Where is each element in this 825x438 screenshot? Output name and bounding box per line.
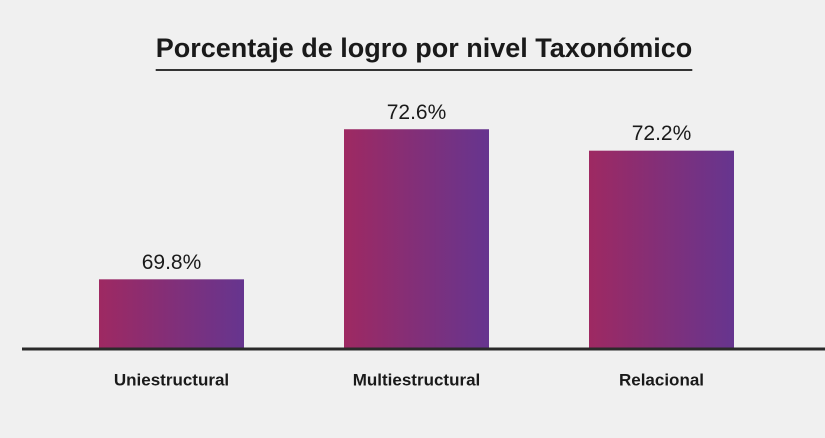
chart-title: Porcentaje de logro por nivel Taxonómico bbox=[156, 33, 693, 63]
data-label: 72.2% bbox=[632, 122, 692, 145]
x-tick-label: Uniestructural bbox=[114, 370, 229, 389]
data-label: 72.6% bbox=[387, 101, 447, 124]
x-tick-label: Relacional bbox=[619, 370, 704, 389]
bar bbox=[589, 150, 734, 349]
bar bbox=[99, 279, 244, 349]
x-tick-label: Multiestructural bbox=[353, 370, 481, 389]
data-label: 69.8% bbox=[142, 251, 202, 274]
bar bbox=[344, 129, 489, 349]
